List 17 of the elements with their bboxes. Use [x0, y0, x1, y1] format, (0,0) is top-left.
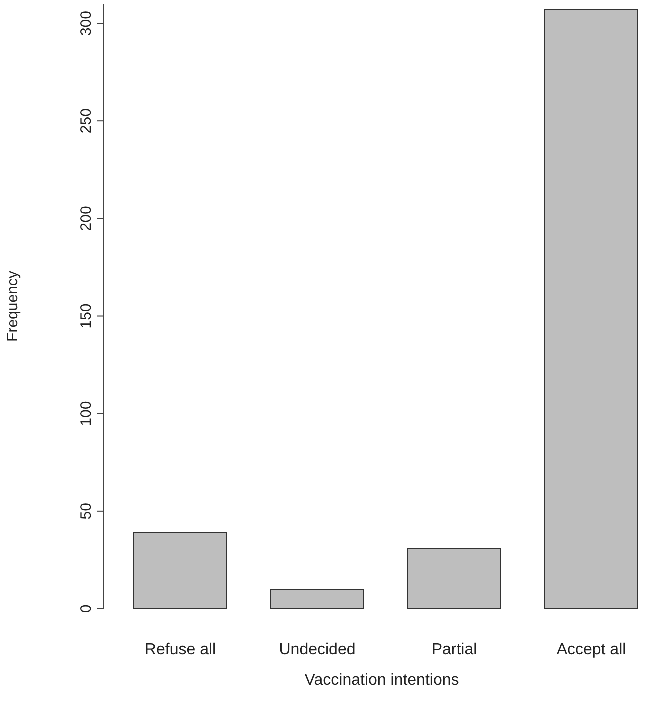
y-axis-title: Frequency: [4, 270, 22, 342]
y-tick-label: 300: [78, 11, 95, 36]
y-tick-label: 0: [78, 604, 95, 614]
bar: [133, 532, 228, 609]
bar: [407, 548, 502, 609]
bar: [270, 588, 364, 609]
y-tick-label: 100: [78, 401, 95, 426]
y-tick-label: 50: [78, 503, 95, 520]
x-tick-label: Partial: [432, 641, 478, 658]
x-tick-label: Accept all: [556, 641, 626, 658]
y-tick-label: 200: [78, 206, 95, 232]
x-tick-label: Refuse all: [144, 641, 216, 658]
y-tick-label: 150: [78, 304, 95, 329]
bar: [544, 9, 638, 609]
y-tick-label: 250: [78, 108, 95, 134]
x-axis-title: Vaccination intentions: [304, 672, 460, 689]
x-tick-label: Undecided: [279, 641, 356, 658]
